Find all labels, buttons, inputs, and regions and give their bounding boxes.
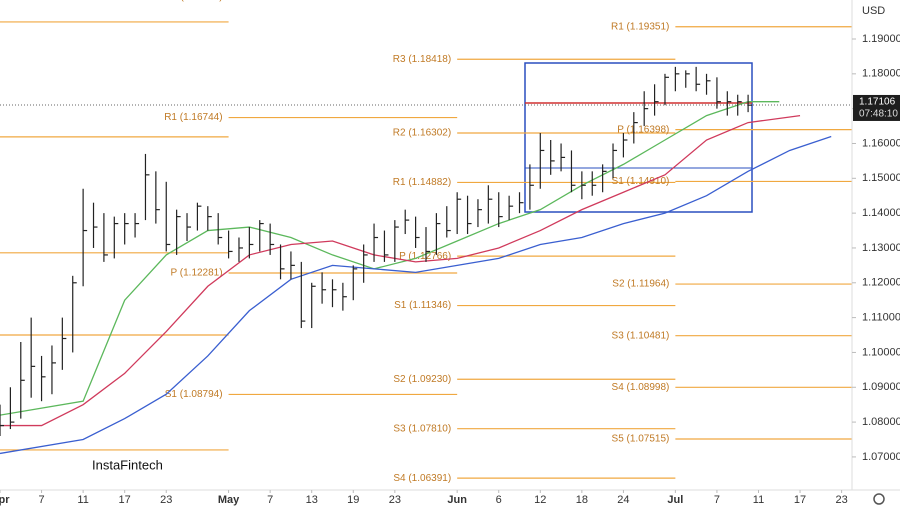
pivot-label: P (1.12281)	[171, 268, 223, 279]
x-tick-label: 23	[835, 494, 847, 506]
y-tick-label: 1.10000	[862, 346, 900, 358]
x-tick-label: 6	[496, 494, 502, 506]
y-tick-label: 1.07000	[862, 451, 900, 463]
pivot-label: S1 (1.14910)	[612, 176, 670, 187]
pivot-label: R1 (1.14882)	[393, 177, 451, 188]
y-tick-label: 1.16000	[862, 137, 900, 149]
price-label: 1.17106	[859, 97, 896, 108]
x-tick-label: 17	[119, 494, 131, 506]
pivot-label: S4 (1.08998)	[612, 382, 670, 393]
x-tick-label: 12	[534, 494, 546, 506]
y-tick-label: 1.13000	[862, 242, 900, 254]
pivot-label: S2 (1.09230)	[393, 374, 451, 385]
x-tick-label: Jul	[667, 494, 683, 506]
y-tick-label: 1.12000	[862, 277, 900, 289]
x-tick-label: 23	[389, 494, 401, 506]
y-tick-label: 1.09000	[862, 381, 900, 393]
x-tick-label: 18	[576, 494, 588, 506]
plot-area: R2 (1.20211) R1 (1.16744) P (1.12281) S1 (1…	[0, 0, 852, 484]
pivot-label: R2 (1.16302)	[393, 128, 451, 139]
price-box	[853, 94, 900, 121]
x-tick-label: 7	[38, 494, 44, 506]
profile-box	[524, 62, 753, 169]
x-tick-label: 13	[306, 494, 318, 506]
x-tick-label: 24	[617, 494, 629, 506]
x-tick-label: 19	[347, 494, 359, 506]
settings-icon[interactable]	[873, 493, 885, 505]
x-tick-label: Apr	[0, 494, 10, 506]
y-tick-label: 1.11000	[862, 312, 900, 324]
x-tick-label: 11	[77, 494, 88, 506]
countdown: 07:48:10	[859, 109, 898, 120]
y-tick-label: 1.19000	[862, 33, 900, 45]
moving-average	[0, 101, 780, 416]
moving-average	[0, 135, 832, 455]
currency: USD	[862, 5, 885, 17]
x-tick-label: 17	[794, 494, 806, 506]
x-tick-label: 7	[714, 494, 720, 506]
x-tick-label: 23	[160, 494, 172, 506]
pivot-label: S4 (1.06391)	[393, 473, 451, 484]
pivot-label: R2 (1.20211)	[165, 0, 223, 2]
pivot-label: R1 (1.19351)	[611, 21, 669, 32]
pivot-label: S1 (1.08794)	[165, 389, 223, 400]
pivot-label: R1 (1.16744)	[164, 112, 222, 123]
x-tick-label: 7	[267, 494, 273, 506]
pivot-label: R3 (1.18418)	[393, 54, 451, 65]
y-tick-label: 1.14000	[862, 207, 900, 219]
pivot-label: S1 (1.11346)	[394, 300, 451, 311]
watermark: InstaFintech	[92, 457, 163, 472]
y-tick-label: 1.15000	[862, 172, 900, 184]
pivot-label: P (1.16398)	[617, 124, 669, 135]
pivot-label: S3 (1.10481)	[612, 330, 670, 341]
pivot-label: P (1.12766)	[399, 251, 451, 262]
x-tick-label: Jun	[447, 494, 467, 506]
pivot-label: S3 (1.07810)	[393, 423, 451, 434]
pivot-label: S5 (1.07515)	[612, 434, 670, 445]
pivot-label: S2 (1.11964)	[612, 279, 669, 290]
x-tick-label: 11	[753, 494, 764, 506]
y-tick-label: 1.18000	[862, 68, 900, 80]
y-tick-label: 1.08000	[862, 416, 900, 428]
x-tick-label: May	[218, 494, 240, 506]
